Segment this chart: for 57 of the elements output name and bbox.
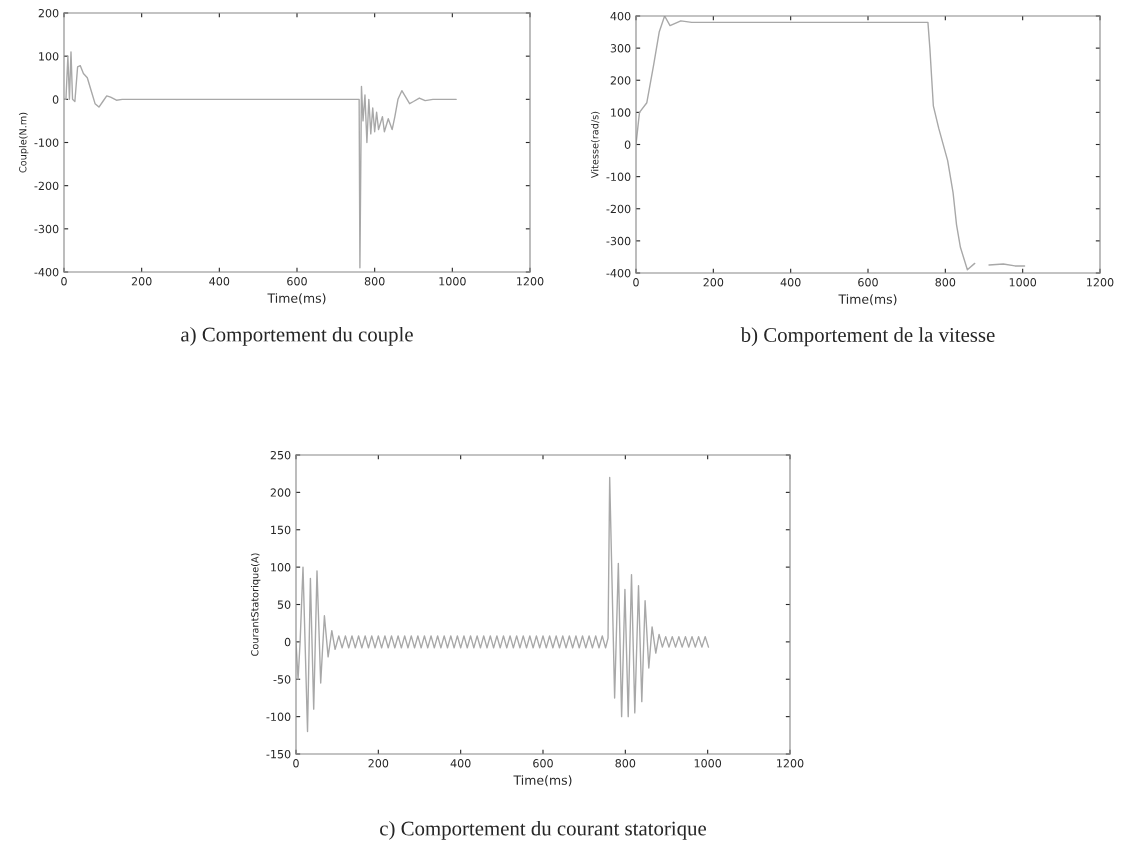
y-tick-label: -300 bbox=[34, 224, 59, 234]
y-tick-label: -200 bbox=[34, 181, 59, 191]
x-tick-label: 400 bbox=[780, 278, 801, 287]
x-tick-label: 800 bbox=[935, 278, 956, 287]
y-tick-label: 0 bbox=[52, 95, 59, 104]
y-tick-label: 250 bbox=[270, 450, 291, 460]
x-tick-label: 1200 bbox=[777, 759, 804, 768]
x-tick-label: 1000 bbox=[694, 759, 722, 768]
y-tick-label: -200 bbox=[606, 204, 631, 214]
text: b) Comportement de la vitesse bbox=[740, 327, 995, 347]
x-axis-title: Time(ms) bbox=[267, 293, 326, 305]
line-series bbox=[296, 476, 710, 733]
y-tick-label: 100 bbox=[39, 52, 59, 61]
x-tick-label: 400 bbox=[209, 277, 230, 286]
x-axis-title: Time(ms) bbox=[513, 775, 572, 787]
y-tick-label: 100 bbox=[611, 108, 631, 117]
y-tick-label: -400 bbox=[34, 267, 59, 277]
y-tick-label: -100 bbox=[606, 172, 631, 181]
x-tick-label: 600 bbox=[533, 759, 553, 768]
x-tick-label: 800 bbox=[364, 277, 385, 286]
y-tick-label: 0 bbox=[624, 140, 631, 149]
y-tick-label: -400 bbox=[606, 268, 631, 278]
x-tick-label: 0 bbox=[61, 277, 67, 286]
line-series bbox=[64, 51, 457, 269]
y-axis-title: Couple(N.m) bbox=[18, 112, 29, 173]
y-axis-title: Vitesse(rad/s) bbox=[590, 111, 600, 178]
x-axis-title: Time(ms) bbox=[838, 294, 897, 306]
x-tick-label: 1200 bbox=[1087, 278, 1114, 287]
y-tick-label: -300 bbox=[606, 236, 631, 246]
y-tick-label: 200 bbox=[38, 8, 59, 18]
x-tick-label: 0 bbox=[633, 278, 639, 287]
x-tick-label: 800 bbox=[615, 759, 636, 768]
y-tick-label: -150 bbox=[266, 749, 291, 759]
y-tick-label: -100 bbox=[266, 712, 291, 721]
x-tick-label: 1000 bbox=[1009, 278, 1037, 287]
y-tick-label: 400 bbox=[610, 11, 631, 21]
y-tick-label: 150 bbox=[271, 525, 291, 535]
x-tick-label: 1000 bbox=[439, 277, 466, 286]
y-tick-label: 200 bbox=[610, 76, 631, 85]
y-tick-label: -100 bbox=[34, 138, 59, 147]
x-tick-label: 200 bbox=[368, 759, 389, 768]
y-tick-label: 200 bbox=[270, 488, 291, 497]
y-tick-label: -50 bbox=[273, 675, 291, 684]
y-tick-label: 300 bbox=[610, 44, 631, 53]
y-axis-title: CourantStatorique(A) bbox=[250, 553, 261, 656]
x-tick-label: 200 bbox=[131, 277, 152, 286]
x-tick-label: 600 bbox=[287, 277, 307, 286]
x-tick-label: 600 bbox=[858, 278, 878, 287]
y-tick-label: 0 bbox=[284, 637, 291, 647]
y-tick-label: 100 bbox=[271, 563, 291, 572]
text: c) Comportement du courant statorique bbox=[380, 820, 706, 840]
y-tick-label: 50 bbox=[277, 600, 291, 609]
x-tick-label: 1200 bbox=[517, 277, 544, 286]
x-tick-label: 0 bbox=[293, 759, 299, 768]
text: a) Comportement du couple bbox=[181, 326, 413, 346]
x-tick-label: 200 bbox=[703, 278, 724, 287]
x-tick-label: 400 bbox=[450, 759, 471, 768]
